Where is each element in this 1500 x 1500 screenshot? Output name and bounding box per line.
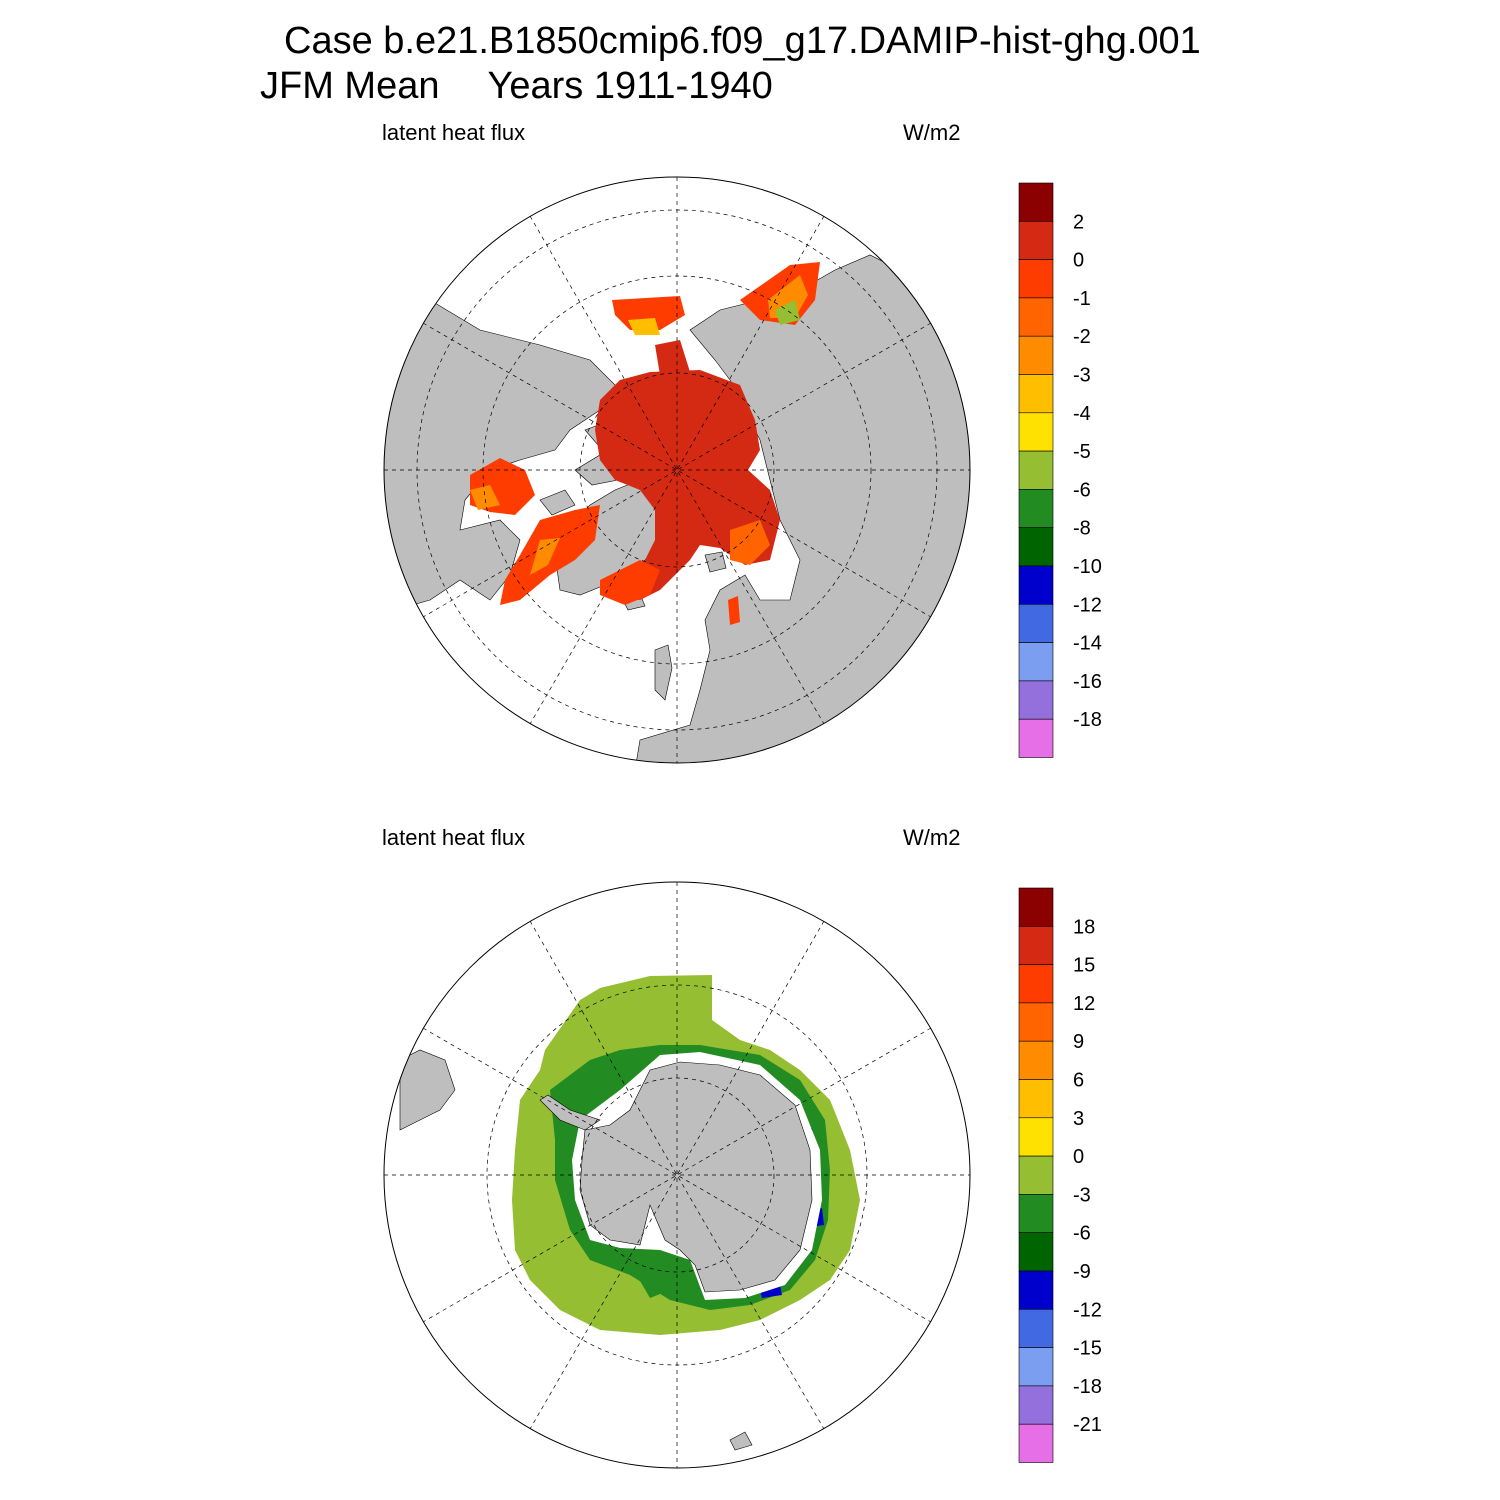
colorbar-swatch <box>1018 680 1054 720</box>
years-label: Years 1911-1940 <box>487 65 773 107</box>
case-title: Case b.e21.B1850cmip6.f09_g17.DAMIP-hist… <box>284 20 1201 62</box>
small-island <box>729 1431 753 1451</box>
colorbar-tick-label: 18 <box>1073 916 1095 938</box>
colorbar-swatch <box>1018 1040 1054 1080</box>
south-colorbar: 18 15 12 9 6 3 0 -3 -6 -9 -12 -15 -18 -21 <box>1018 887 1102 1463</box>
north-graticule <box>384 177 970 763</box>
colorbar-swatch <box>1018 335 1054 375</box>
okhotsk-low-flux <box>775 300 800 325</box>
colorbar-tick-label: 3 <box>1073 1108 1084 1130</box>
colorbar-tick-label: -18 <box>1073 709 1102 731</box>
colorbar-tick-label: 6 <box>1073 1070 1084 1092</box>
greenland-sea-flux <box>600 560 660 605</box>
south-polar-map <box>383 881 971 1469</box>
colorbar-swatch <box>1018 642 1054 682</box>
colorbar-tick-label: -6 <box>1073 479 1091 501</box>
colorbar-tick-label: -8 <box>1073 518 1091 540</box>
colorbar-tick-label: -9 <box>1073 1261 1091 1283</box>
colorbar-tick-label: -6 <box>1073 1223 1091 1245</box>
british-isles <box>654 644 673 701</box>
colorbar-swatch <box>1018 925 1054 965</box>
colorbar-tick-label: -12 <box>1073 1299 1102 1321</box>
colorbar-swatch <box>1018 1194 1054 1234</box>
colorbar-swatch <box>1018 1155 1054 1195</box>
colorbar-tick-label: 15 <box>1073 955 1095 977</box>
ross-sea-flux <box>625 1255 670 1298</box>
south-map-border <box>383 881 971 1469</box>
colorbar-swatch <box>1018 297 1054 337</box>
colorbar-tick-label: 0 <box>1073 1146 1084 1168</box>
south-america-landmass <box>399 1049 456 1131</box>
colorbar-swatch <box>1018 412 1054 452</box>
north-polar-map <box>383 176 971 764</box>
antarctic-peninsula <box>539 1094 601 1131</box>
colorbar-tick-label: -15 <box>1073 1338 1102 1360</box>
colorbar-tick-label: 2 <box>1073 211 1084 233</box>
north-units-label: W/m2 <box>903 120 961 145</box>
colorbar-swatch <box>1018 565 1054 605</box>
colorbar-swatch <box>1018 718 1054 758</box>
colorbar-swatch <box>1018 221 1054 260</box>
svalbard-island <box>704 551 727 573</box>
south-graticule <box>384 882 970 1468</box>
low-flux-patch <box>760 1285 782 1298</box>
colorbar-swatch <box>1018 1385 1054 1425</box>
colorbar-swatch <box>1018 603 1054 643</box>
barents-sea-flux <box>730 520 770 565</box>
colorbar-swatch <box>1018 1347 1054 1387</box>
colorbar-tick-label: -5 <box>1073 441 1091 463</box>
season-label: JFM Mean <box>260 65 440 107</box>
arctic-island <box>539 489 576 516</box>
colorbar-swatch <box>1018 374 1054 414</box>
colorbar-swatch <box>1018 1002 1054 1042</box>
colorbar-swatch <box>1018 1309 1054 1348</box>
colorbar-swatch <box>1018 1423 1054 1463</box>
colorbar-swatch <box>1018 527 1054 567</box>
colorbar-tick-label: 0 <box>1073 250 1084 272</box>
colorbar-tick-label: -18 <box>1073 1376 1102 1398</box>
antarctica-landmass <box>579 1061 813 1293</box>
colorbar-tick-label: -1 <box>1073 288 1091 310</box>
colorbar-swatch <box>1018 887 1054 927</box>
colorbar-tick-label: 12 <box>1073 993 1095 1015</box>
baffin-bay-ice-edge <box>530 538 560 575</box>
colorbar-swatch <box>1018 1270 1054 1310</box>
bering-sea-ice-edge <box>628 318 660 335</box>
hudson-bay-ice-edge <box>470 485 500 510</box>
north-variable-label: latent heat flux <box>382 120 526 145</box>
colorbar-swatch <box>1018 450 1054 490</box>
south-units-label: W/m2 <box>903 825 961 850</box>
colorbar-tick-label: -12 <box>1073 594 1102 616</box>
bering-strait-flux <box>655 340 690 375</box>
north-ocean-field <box>470 262 820 625</box>
okhotsk-sea-ice-edge <box>768 275 808 318</box>
north-colorbar: 2 0 -1 -2 -3 -4 -5 -6 -8 -10 -12 -14 -16 -18 <box>1018 182 1102 758</box>
colorbar-tick-label: 9 <box>1073 1031 1084 1053</box>
baltic-sea-flux <box>728 596 740 625</box>
colorbar-tick-label: -21 <box>1073 1414 1102 1436</box>
south-variable-label: latent heat flux <box>382 825 526 850</box>
colorbar-swatch <box>1018 964 1054 1004</box>
colorbar-tick-label: -3 <box>1073 365 1091 387</box>
colorbar-tick-label: -4 <box>1073 403 1091 425</box>
colorbar-tick-label: -14 <box>1073 633 1102 655</box>
period-title: JFM Mean Years 1911-1940 <box>260 65 773 108</box>
colorbar-swatch <box>1018 489 1054 528</box>
colorbar-tick-label: -16 <box>1073 671 1102 693</box>
colorbar-swatch <box>1018 1232 1054 1272</box>
colorbar-tick-label: -10 <box>1073 556 1102 578</box>
colorbar-swatch <box>1018 1079 1054 1119</box>
north-map-border <box>383 176 971 764</box>
colorbar-tick-label: -2 <box>1073 326 1091 348</box>
colorbar-swatch <box>1018 182 1054 222</box>
colorbar-swatch <box>1018 1117 1054 1157</box>
colorbar-tick-label: -3 <box>1073 1184 1091 1206</box>
colorbar-swatch <box>1018 259 1054 299</box>
